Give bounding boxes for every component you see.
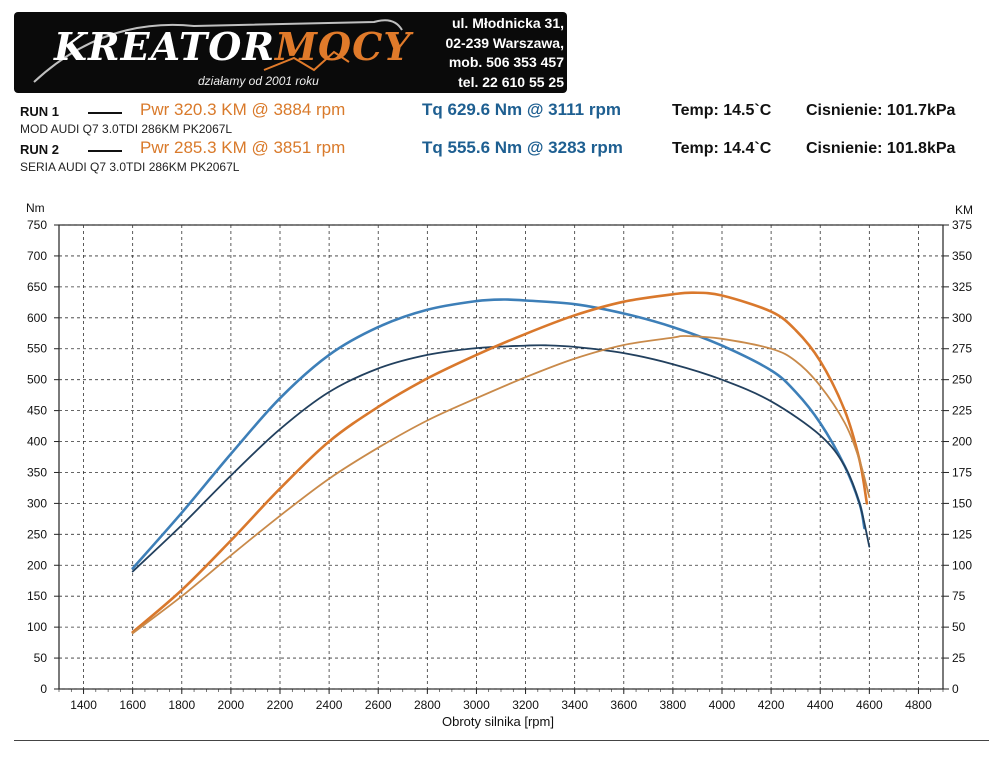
chart-grid bbox=[58, 224, 944, 690]
y-left-tick-label: 300 bbox=[27, 496, 47, 510]
y-right-tick-label: 50 bbox=[952, 620, 966, 634]
run-2-label: RUN 2 bbox=[20, 142, 60, 157]
series-line-2 bbox=[131, 344, 871, 573]
y-right-tick-label: 200 bbox=[952, 435, 972, 449]
y-right-tick-label: 275 bbox=[952, 342, 972, 356]
run-1-car: MOD AUDI Q7 3.0TDI 286KM PK2067L bbox=[20, 122, 233, 136]
x-tick-label: 1800 bbox=[168, 698, 195, 712]
x-tick-label: 2000 bbox=[218, 698, 245, 712]
y-left-tick-label: 700 bbox=[27, 249, 47, 263]
address-street: ul. Młodnicka 31, bbox=[451, 15, 564, 31]
run-2-power: Pwr 285.3 KM @ 3851 rpm bbox=[140, 138, 346, 157]
y-right-tick-label: 325 bbox=[952, 280, 972, 294]
dyno-chart: 1400 1600 1800 2000 2200 2400 2600 2800 3000 3200… bbox=[26, 201, 973, 729]
x-tick-label: 4000 bbox=[709, 698, 736, 712]
y-right-tick-label: 300 bbox=[952, 311, 972, 325]
y-axis-right-label: KM bbox=[955, 203, 973, 217]
x-tick-label: 3200 bbox=[512, 698, 539, 712]
run-1-label: RUN 1 bbox=[20, 104, 60, 119]
y-left-tick-label: 50 bbox=[34, 651, 48, 665]
company-address: ul. Młodnicka 31, 02-239 Warszawa, mob. … bbox=[414, 14, 564, 92]
run-2-line-marker bbox=[88, 150, 122, 152]
brand-tagline: działamy od 2001 roku bbox=[198, 74, 319, 88]
y-left-tick-label: 100 bbox=[27, 620, 47, 634]
y-left-tick-label: 550 bbox=[27, 342, 47, 356]
bottom-divider bbox=[14, 740, 989, 741]
run-1-power: Pwr 320.3 KM @ 3884 rpm bbox=[140, 100, 346, 119]
run-1-pressure: Cisnienie: 101.7kPa bbox=[806, 102, 956, 119]
y-right-tick-label: 75 bbox=[952, 589, 966, 603]
chart-axes: 1400 1600 1800 2000 2200 2400 2600 2800 3000 3200… bbox=[27, 218, 972, 712]
x-tick-label: 2200 bbox=[267, 698, 294, 712]
y-right-tick-label: 125 bbox=[952, 527, 972, 541]
y-right-tick-label: 150 bbox=[952, 496, 972, 510]
y-axis-left-label: Nm bbox=[26, 201, 45, 215]
y-left-tick-label: 450 bbox=[27, 404, 47, 418]
run-2-torque: Tq 555.6 Nm @ 3283 rpm bbox=[422, 138, 623, 157]
series-line-3 bbox=[131, 291, 869, 634]
y-right-tick-label: 100 bbox=[952, 558, 972, 572]
run-2-temperature: Temp: 14.4`C bbox=[672, 140, 772, 157]
run-1-summary: RUN 1 Pwr 320.3 KM @ 3884 rpm Tq 629.6 N… bbox=[20, 100, 985, 122]
x-tick-label: 4600 bbox=[856, 698, 883, 712]
y-right-tick-label: 0 bbox=[952, 682, 959, 696]
y-right-tick-label: 375 bbox=[952, 218, 972, 232]
series-line-1 bbox=[131, 298, 866, 570]
dyno-logo-banner: KREATORMOCY działamy od 2001 roku ul. Mł… bbox=[14, 12, 567, 93]
y-left-tick-label: 200 bbox=[27, 558, 47, 572]
x-tick-label: 1600 bbox=[119, 698, 146, 712]
y-left-tick-label: 400 bbox=[27, 435, 47, 449]
logo-swoosh-icon bbox=[33, 19, 403, 83]
x-tick-label: 4400 bbox=[807, 698, 834, 712]
y-left-tick-label: 750 bbox=[27, 218, 47, 232]
x-tick-label: 4800 bbox=[905, 698, 932, 712]
run-summary: RUN 1 Pwr 320.3 KM @ 3884 rpm Tq 629.6 N… bbox=[20, 98, 985, 178]
y-right-tick-label: 350 bbox=[952, 249, 972, 263]
y-left-tick-label: 500 bbox=[27, 373, 47, 387]
address-city: 02-239 Warszawa, bbox=[445, 34, 564, 51]
x-tick-label: 2600 bbox=[365, 698, 392, 712]
y-left-tick-label: 600 bbox=[27, 311, 47, 325]
y-right-tick-label: 250 bbox=[952, 373, 972, 387]
y-left-tick-label: 350 bbox=[27, 465, 47, 479]
x-tick-label: 4200 bbox=[758, 698, 785, 712]
run-2-pressure: Cisnienie: 101.8kPa bbox=[806, 140, 956, 157]
y-left-tick-label: 0 bbox=[40, 682, 47, 696]
x-tick-label: 3000 bbox=[463, 698, 490, 712]
y-right-tick-label: 175 bbox=[952, 465, 972, 479]
address-mobile: mob. 506 353 457 bbox=[448, 54, 564, 70]
x-tick-label: 2400 bbox=[316, 698, 343, 712]
y-left-tick-label: 150 bbox=[27, 589, 47, 603]
run-2-summary: RUN 2 Pwr 285.3 KM @ 3851 rpm Tq 555.6 N… bbox=[20, 138, 985, 160]
x-tick-label: 3400 bbox=[561, 698, 588, 712]
chart-series bbox=[131, 291, 871, 635]
x-tick-label: 2800 bbox=[414, 698, 441, 712]
x-axis-label: Obroty silnika [rpm] bbox=[442, 714, 554, 729]
run-2-car: SERIA AUDI Q7 3.0TDI 286KM PK2067L bbox=[20, 160, 240, 174]
series-line-4 bbox=[131, 335, 871, 635]
address-phone: tel. 22 610 55 25 bbox=[458, 73, 564, 90]
run-1-line-marker bbox=[88, 112, 122, 114]
run-1-temperature: Temp: 14.5`C bbox=[672, 102, 772, 119]
y-right-tick-label: 225 bbox=[952, 404, 972, 418]
y-left-tick-label: 650 bbox=[27, 280, 47, 294]
brand-name: KREATORMOCY bbox=[54, 24, 412, 69]
y-right-tick-label: 25 bbox=[952, 651, 966, 665]
x-tick-label: 3800 bbox=[660, 698, 687, 712]
run-1-torque: Tq 629.6 Nm @ 3111 rpm bbox=[422, 100, 621, 119]
plot-frame bbox=[58, 224, 944, 690]
y-left-tick-label: 250 bbox=[27, 527, 47, 541]
x-tick-label: 1400 bbox=[70, 698, 97, 712]
x-tick-label: 3600 bbox=[610, 698, 637, 712]
